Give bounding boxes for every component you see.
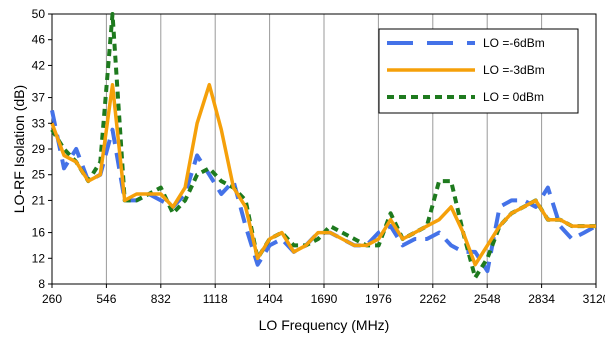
x-tick-label: 1976: [365, 292, 392, 306]
legend-label: LO =-3dBm: [483, 63, 545, 77]
series-lines: [50, 12, 597, 280]
y-tick-label: 29: [32, 142, 46, 156]
y-tick-label: 33: [32, 116, 46, 130]
y-tick-label: 21: [32, 193, 46, 207]
legend: LO =-6dBm LO =-3dBm LO = 0dBm: [378, 28, 579, 114]
legend-label: LO =-6dBm: [483, 36, 545, 50]
y-tick-label: 12: [32, 251, 46, 265]
x-tick-label: 1404: [256, 292, 283, 306]
x-tick-label: 546: [96, 292, 116, 306]
x-tick-label: 832: [151, 292, 171, 306]
x-tick-label: 2548: [474, 292, 501, 306]
y-tick-label: 37: [32, 91, 46, 105]
x-axis-label: LO Frequency (MHz): [259, 317, 390, 333]
tick-labels: 260 546 832 1118 1404 1690 1976 2262 2548 2834 312…: [32, 7, 605, 306]
x-tick-label: 1118: [203, 292, 228, 306]
x-tick-label: 2834: [528, 292, 555, 306]
x-tick-label: 1690: [311, 292, 338, 306]
y-axis-label: LO-RF Isolation (dB): [11, 85, 27, 213]
x-tick-label: 2262: [419, 292, 446, 306]
x-tick-label: 3120: [583, 292, 605, 306]
x-tick-label: 260: [42, 292, 62, 306]
legend-label: LO = 0dBm: [483, 90, 544, 104]
y-tick-label: 50: [32, 7, 46, 21]
y-tick-label: 25: [32, 168, 46, 182]
y-tick-label: 8: [38, 277, 45, 291]
series-line-lo-3dbm: [50, 82, 596, 267]
y-tick-label: 16: [32, 226, 46, 240]
y-tick-label: 42: [32, 58, 46, 72]
y-tick-label: 46: [32, 33, 46, 47]
